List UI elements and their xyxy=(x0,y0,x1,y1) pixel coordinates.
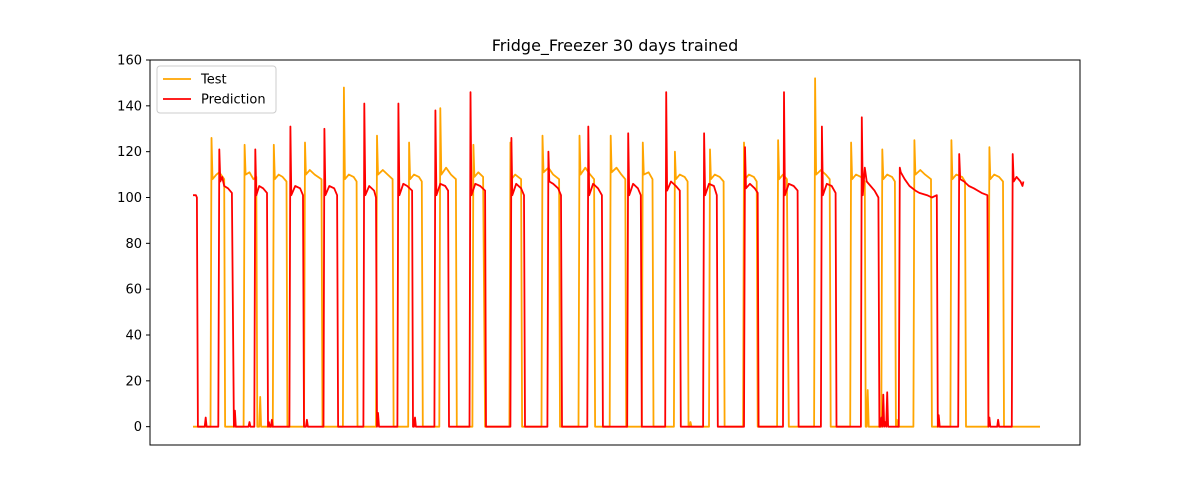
y-tick-label: 100 xyxy=(117,191,142,206)
axes-frame xyxy=(149,59,1081,446)
y-tick-label: 40 xyxy=(125,329,142,344)
series-line-test xyxy=(193,77,1040,428)
y-tick-label: 60 xyxy=(125,283,142,298)
y-tick-label: 160 xyxy=(117,54,142,69)
y-tick-label: 0 xyxy=(134,420,142,435)
legend-box xyxy=(156,65,277,114)
y-tick-label: 120 xyxy=(117,145,142,160)
y-tick-label: 140 xyxy=(117,99,142,114)
legend-label-test: Test xyxy=(200,73,227,88)
y-tick-label: 80 xyxy=(125,237,142,252)
legend-label-prediction: Prediction xyxy=(201,93,266,108)
chart-title: Fridge_Freezer 30 days trained xyxy=(492,36,739,56)
plot-area xyxy=(193,77,1040,428)
axes: 0 20 40 60 80 100 120 140 160 xyxy=(117,54,1081,446)
y-tick-label: 20 xyxy=(125,374,142,389)
series-line-prediction xyxy=(193,91,1025,428)
legend: Test Prediction xyxy=(156,65,277,114)
